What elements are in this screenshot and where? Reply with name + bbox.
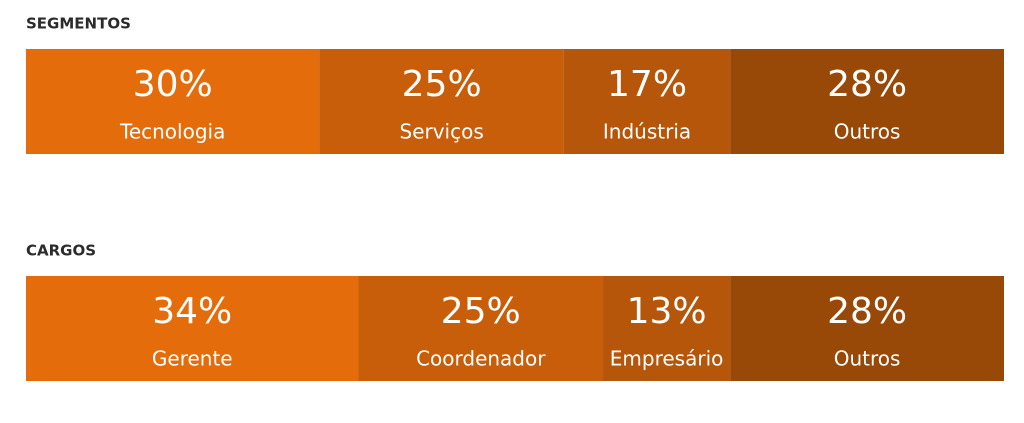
bar-segment (26, 276, 359, 381)
section-title: CARGOS (26, 242, 96, 260)
category-label: Serviços (400, 120, 484, 144)
section-title: SEGMENTOS (26, 15, 131, 33)
category-label: Indústria (603, 120, 691, 144)
bar-segment (730, 49, 1004, 154)
value-label: 28% (827, 291, 907, 332)
value-label: 30% (133, 64, 213, 105)
value-label: 34% (152, 291, 232, 332)
value-label: 17% (607, 64, 687, 105)
bar-segment (563, 49, 731, 154)
bar-segment (358, 276, 604, 381)
category-label: Outros (834, 347, 901, 371)
category-label: Tecnologia (119, 120, 225, 144)
bar-segment (603, 276, 731, 381)
category-label: Outros (834, 120, 901, 144)
bar-segment (730, 276, 1004, 381)
value-label: 25% (441, 291, 521, 332)
bar-segment (319, 49, 564, 154)
value-label: 28% (827, 64, 907, 105)
category-label: Gerente (152, 347, 233, 371)
category-label: Empresário (610, 347, 724, 371)
category-label: Coordenador (416, 347, 546, 371)
value-label: 25% (402, 64, 482, 105)
bar-segment (26, 49, 320, 154)
value-label: 13% (627, 291, 707, 332)
